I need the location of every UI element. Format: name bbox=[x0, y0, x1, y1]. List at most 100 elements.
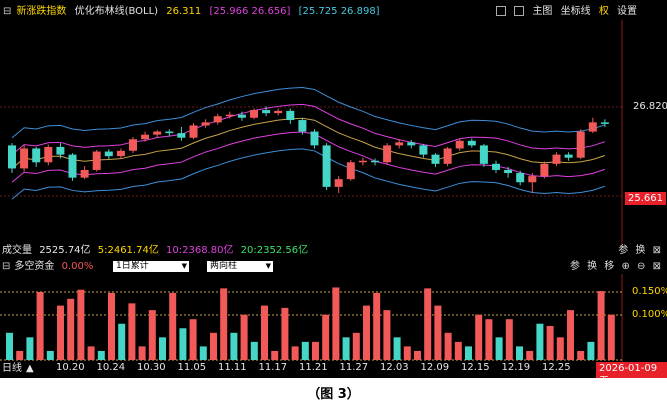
candle[interactable] bbox=[116, 150, 125, 157]
fund-bar bbox=[352, 332, 360, 360]
boll-lower-line bbox=[11, 131, 606, 183]
candle[interactable] bbox=[443, 148, 452, 164]
fund-close-icon[interactable]: ⊟ bbox=[2, 261, 11, 272]
candle[interactable] bbox=[274, 110, 283, 114]
candle[interactable] bbox=[383, 145, 392, 163]
candle[interactable] bbox=[528, 176, 537, 183]
candle[interactable] bbox=[177, 133, 186, 138]
fund-switch-button[interactable]: 换 bbox=[587, 261, 598, 272]
fund-bar bbox=[118, 323, 126, 360]
candle[interactable] bbox=[419, 145, 428, 155]
fund-move-button[interactable]: 移 bbox=[604, 261, 615, 272]
fund-bar bbox=[6, 332, 13, 360]
main-toolbar: 主图 坐标线 权 设置 bbox=[491, 4, 637, 20]
candle[interactable] bbox=[467, 140, 476, 146]
candle[interactable] bbox=[564, 154, 573, 158]
candle[interactable] bbox=[20, 148, 29, 169]
candle[interactable] bbox=[80, 169, 89, 178]
candle[interactable] bbox=[262, 110, 271, 114]
fund-bar bbox=[108, 292, 115, 360]
candle[interactable] bbox=[516, 173, 525, 183]
fund-bar bbox=[607, 314, 615, 360]
candle[interactable] bbox=[225, 114, 234, 117]
candle[interactable] bbox=[334, 179, 343, 187]
candle[interactable] bbox=[129, 139, 137, 151]
volume-label[interactable]: 成交量 bbox=[2, 245, 32, 256]
rights-button[interactable]: 权 bbox=[598, 6, 609, 17]
candle[interactable] bbox=[92, 151, 101, 170]
candle[interactable] bbox=[44, 146, 53, 163]
chevron-down-icon: ▼ bbox=[181, 262, 187, 270]
period-select[interactable]: 1日累计 ▼ bbox=[113, 261, 189, 272]
settings-button[interactable]: 设置 bbox=[617, 6, 637, 17]
fund-bar bbox=[148, 310, 156, 360]
candle[interactable] bbox=[250, 110, 258, 118]
candle[interactable] bbox=[576, 131, 585, 158]
fund-bar bbox=[210, 332, 217, 360]
fund-bar bbox=[87, 346, 95, 360]
candle[interactable] bbox=[165, 131, 174, 134]
volume-total: 2525.74亿 bbox=[39, 245, 91, 256]
candle[interactable] bbox=[213, 116, 222, 123]
candle[interactable] bbox=[455, 140, 464, 149]
candle[interactable] bbox=[552, 154, 561, 164]
candle[interactable] bbox=[104, 151, 113, 157]
candle[interactable] bbox=[68, 154, 77, 178]
candle[interactable] bbox=[431, 154, 440, 164]
candle[interactable] bbox=[237, 114, 246, 118]
date-tick-label: 11.05 bbox=[177, 362, 207, 373]
play-icon[interactable]: ▲ bbox=[26, 363, 34, 374]
candle[interactable] bbox=[153, 131, 162, 135]
candle[interactable] bbox=[395, 142, 404, 146]
candle[interactable] bbox=[479, 145, 488, 164]
fund-bar bbox=[567, 310, 574, 360]
candle[interactable] bbox=[286, 110, 295, 121]
candle[interactable] bbox=[201, 122, 210, 126]
candle[interactable] bbox=[407, 142, 416, 146]
candle[interactable] bbox=[8, 145, 16, 169]
collapse-icon[interactable]: ⊟ bbox=[3, 6, 12, 17]
fund-bar bbox=[444, 332, 452, 360]
fund-tools: 参 换 移 ⊕ ⊖ ⊠ bbox=[566, 260, 661, 273]
zoom-in-icon[interactable]: ⊕ bbox=[621, 261, 630, 272]
zoom-out-icon[interactable]: ⊖ bbox=[637, 261, 646, 272]
index-name[interactable]: 新涨跌指数 bbox=[16, 6, 67, 17]
candle[interactable] bbox=[141, 134, 150, 140]
candle[interactable] bbox=[56, 146, 65, 155]
candle[interactable] bbox=[346, 162, 355, 180]
date-tick-label: 10.24 bbox=[96, 362, 126, 373]
fund-panel-close-icon[interactable]: ⊠ bbox=[652, 261, 661, 272]
candle[interactable] bbox=[600, 122, 609, 124]
candle[interactable] bbox=[310, 131, 319, 146]
volume-close-icon[interactable]: ⊠ bbox=[652, 245, 661, 256]
fund-label[interactable]: 多空资金 bbox=[14, 261, 55, 272]
fund-row: ⊟ 多空资金 0.00% bbox=[0, 260, 97, 273]
fund-bar bbox=[505, 319, 513, 360]
candle[interactable] bbox=[32, 148, 41, 163]
candle[interactable] bbox=[504, 169, 513, 174]
crosshair-button[interactable]: 坐标线 bbox=[560, 6, 591, 17]
fund-bar bbox=[230, 332, 238, 360]
candle[interactable] bbox=[371, 160, 379, 163]
fund-param-button[interactable]: 参 bbox=[569, 261, 580, 272]
main-chart-button[interactable]: 主图 bbox=[532, 6, 553, 17]
candle[interactable] bbox=[358, 160, 367, 163]
indicator-name[interactable]: 优化布林线(BOLL) bbox=[74, 6, 159, 17]
candle[interactable] bbox=[298, 120, 307, 132]
fund-bar bbox=[485, 319, 493, 360]
add-icon[interactable] bbox=[496, 6, 507, 16]
candle[interactable] bbox=[588, 122, 597, 132]
candle[interactable] bbox=[189, 125, 198, 138]
minus-icon[interactable] bbox=[514, 6, 525, 16]
date-tick-label: 10.20 bbox=[56, 362, 85, 373]
date-tick-label: 12.25 bbox=[542, 362, 571, 373]
period-label[interactable]: 日线 bbox=[2, 363, 22, 374]
candle[interactable] bbox=[492, 163, 500, 170]
candle[interactable] bbox=[322, 145, 331, 187]
candle[interactable] bbox=[540, 163, 549, 177]
fund-bar bbox=[301, 341, 309, 360]
date-tick-label: 10.30 bbox=[137, 362, 166, 373]
volume-switch-button[interactable]: 换 bbox=[635, 245, 646, 256]
volume-param-button[interactable]: 参 bbox=[618, 245, 629, 256]
bar-type-select[interactable]: 两向柱 ▼ bbox=[207, 261, 273, 272]
